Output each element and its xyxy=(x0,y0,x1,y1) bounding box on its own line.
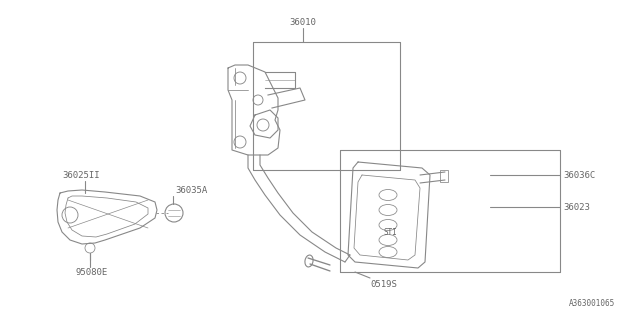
Text: A363001065: A363001065 xyxy=(569,299,615,308)
Text: 36023: 36023 xyxy=(563,203,590,212)
Text: 36010: 36010 xyxy=(289,18,316,27)
Text: 36025II: 36025II xyxy=(62,171,100,180)
Bar xyxy=(440,170,448,182)
Text: 0519S: 0519S xyxy=(370,280,397,289)
Text: 36035A: 36035A xyxy=(175,186,207,195)
Text: 95080E: 95080E xyxy=(75,268,108,277)
Text: 36036C: 36036C xyxy=(563,171,595,180)
Text: STI: STI xyxy=(383,228,397,236)
